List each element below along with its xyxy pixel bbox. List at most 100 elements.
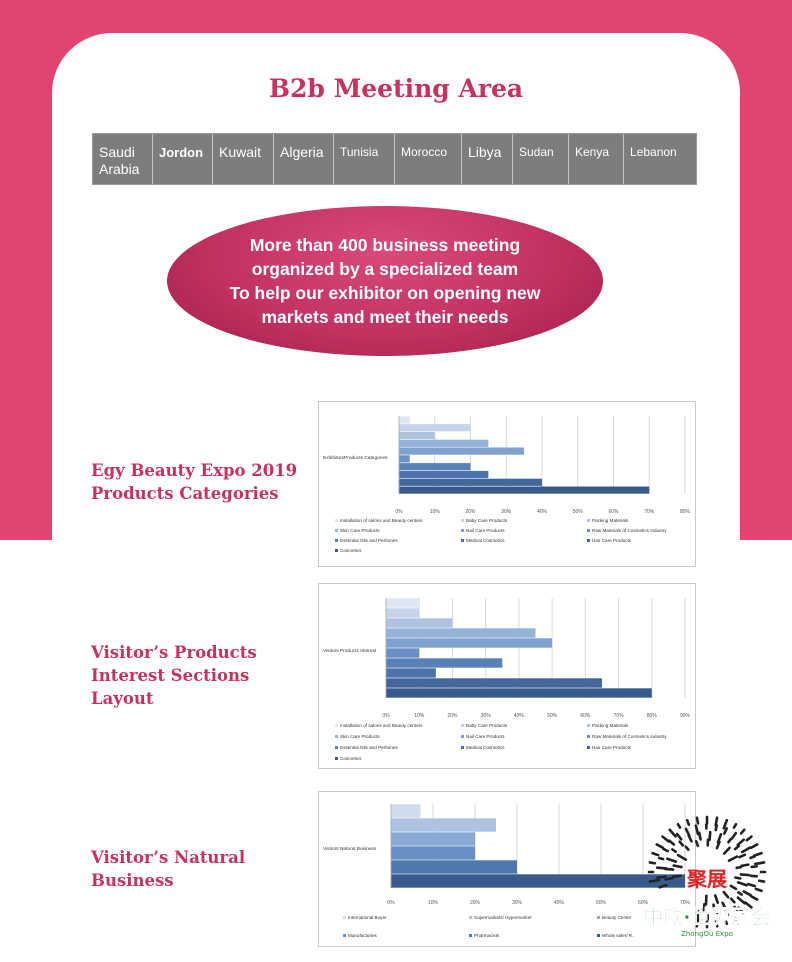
legend-label: Baby Care Products	[466, 518, 508, 523]
legend-label: Supermarkets/ Hypermarket	[474, 915, 532, 920]
legend-label: Cosmetics	[340, 548, 362, 553]
legend-label: Installation of salons and Beauty center…	[340, 518, 423, 523]
tab-country[interactable]: Saudi Arabia	[93, 134, 153, 184]
bar	[386, 668, 436, 678]
bar	[386, 688, 652, 698]
tab-country[interactable]: Kenya	[569, 134, 624, 184]
legend-label: Cosmetics	[340, 756, 362, 761]
tab-country[interactable]: Kuwait	[213, 134, 274, 184]
tab-country[interactable]: Lebanon	[624, 134, 696, 184]
tick-label: 60%	[638, 900, 649, 906]
tick-label: 10%	[414, 713, 425, 719]
legend-swatch	[461, 529, 464, 532]
tick-label: 50%	[596, 900, 607, 906]
bar	[386, 658, 503, 668]
tab-country[interactable]: Libya	[462, 134, 513, 184]
legend-label: Essential Oils and Perfumes	[340, 538, 398, 543]
legend-swatch	[335, 549, 338, 552]
country-tabs: Saudi Arabia Jordon Kuwait Algeria Tunisia Mo…	[92, 133, 697, 185]
legend-label: Baby Care Products	[466, 723, 508, 728]
y-axis-label: ExhibitorsProducts Categories	[323, 455, 388, 461]
section-title-visitor-interest: Visitor’s Products Interest Sections Lay…	[91, 643, 257, 708]
bar	[386, 628, 536, 638]
legend-label: Nail Care Products	[466, 734, 505, 739]
legend-label: Skin Care Products	[340, 734, 380, 739]
tab-country[interactable]: Tunisia	[334, 134, 395, 184]
bar	[399, 478, 542, 486]
tick-label: 20%	[465, 509, 476, 515]
page-title: B2b Meeting Area	[268, 74, 524, 103]
legend-label: Nail Care Products	[466, 528, 505, 533]
zhongou-expo-logo: 聚展 中欧·世界展会 ZhongOu Expo	[632, 812, 782, 942]
legend-swatch	[461, 746, 464, 749]
tick-label: 0%	[395, 509, 403, 515]
banner-oval: More than 400 business meeting organized…	[167, 206, 603, 356]
legend-swatch	[587, 539, 590, 542]
tick-label: 30%	[512, 900, 523, 906]
legend-label: Hair Care Products	[592, 745, 632, 750]
tab-country[interactable]: Sudan	[513, 134, 569, 184]
legend-label: International Buyer	[348, 915, 387, 920]
tab-country[interactable]: Jordon	[153, 134, 213, 184]
tick-label: 0%	[387, 900, 395, 906]
y-axis-label: Visitors Natural Business	[323, 846, 377, 852]
tick-label: 30%	[481, 713, 492, 719]
banner-text: More than 400 business meeting organized…	[229, 235, 541, 327]
bar	[386, 678, 602, 688]
logo-cn-bottom: 中欧·世界展会	[643, 905, 771, 929]
legend-label: Raw Materials of Cosmetics Industry	[592, 528, 667, 533]
logo-cn-top: 聚展	[686, 867, 727, 891]
legend-label: Medical Cosmetics	[466, 745, 505, 750]
tick-label: 40%	[514, 713, 525, 719]
bar	[399, 424, 471, 432]
legend-swatch	[461, 519, 464, 522]
bar	[391, 804, 421, 818]
legend-swatch	[587, 735, 590, 738]
tick-label: 60%	[608, 509, 619, 515]
chart-natural-business-svg: 0% 10% 20% 30% 40% 50% 60% 70% Visitors Natural …	[323, 804, 691, 938]
tick-label: 0%	[382, 713, 390, 719]
bar	[399, 447, 525, 455]
chart-exhibitors-categories-svg: 0% 10% 20% 30% 40% 50% 60% 70% 80% ExhibitorsProd…	[323, 416, 691, 553]
chart-exhibitors-categories: 0% 10% 20% 30% 40% 50% 60% 70% 80% ExhibitorsProd…	[318, 401, 696, 567]
legend-label: Essential Oils and Perfumes	[340, 745, 398, 750]
legend-swatch	[597, 916, 600, 919]
bar	[399, 416, 410, 424]
legend-label: Manufactories	[348, 933, 378, 938]
bar	[399, 431, 435, 440]
bar	[399, 439, 489, 447]
legend-swatch	[335, 735, 338, 738]
logo-en: ZhongOu Expo	[681, 930, 733, 938]
legend-swatch	[587, 746, 590, 749]
tick-label: 70%	[614, 713, 625, 719]
bar	[386, 608, 420, 618]
legend-label: Packing Materials	[592, 723, 629, 728]
bar	[391, 860, 517, 874]
legend-swatch	[587, 529, 590, 532]
tick-label: 60%	[580, 713, 591, 719]
bar	[386, 618, 453, 628]
legend-label: Packing Materials	[592, 518, 629, 523]
legend-label: Medical Cosmetics	[466, 538, 505, 543]
tick-label: 90%	[680, 713, 691, 719]
tick-label: 40%	[537, 509, 548, 515]
legend-label: Pharmacists	[474, 933, 500, 938]
tab-country[interactable]: Algeria	[274, 134, 334, 184]
legend-swatch	[335, 519, 338, 522]
tick-label: 10%	[428, 900, 439, 906]
tick-label: 20%	[470, 900, 481, 906]
legend-swatch	[335, 539, 338, 542]
legend-swatch	[335, 746, 338, 749]
bar	[399, 455, 410, 463]
legend-swatch	[461, 539, 464, 542]
tick-label: 30%	[501, 509, 512, 515]
bar	[399, 486, 650, 494]
tick-label: 70%	[680, 900, 691, 906]
bar	[399, 470, 489, 479]
tab-country[interactable]: Morocco	[395, 134, 462, 184]
chart-visitors-interest: 0% 10% 20% 30% 40% 50% 60% 70% 80% 90% Visitors Pr…	[318, 583, 696, 769]
bar	[386, 598, 420, 608]
y-axis-label: Visitors Products Interest	[323, 648, 377, 654]
legend-label: Beauty Center	[602, 915, 632, 920]
bar	[391, 818, 496, 832]
